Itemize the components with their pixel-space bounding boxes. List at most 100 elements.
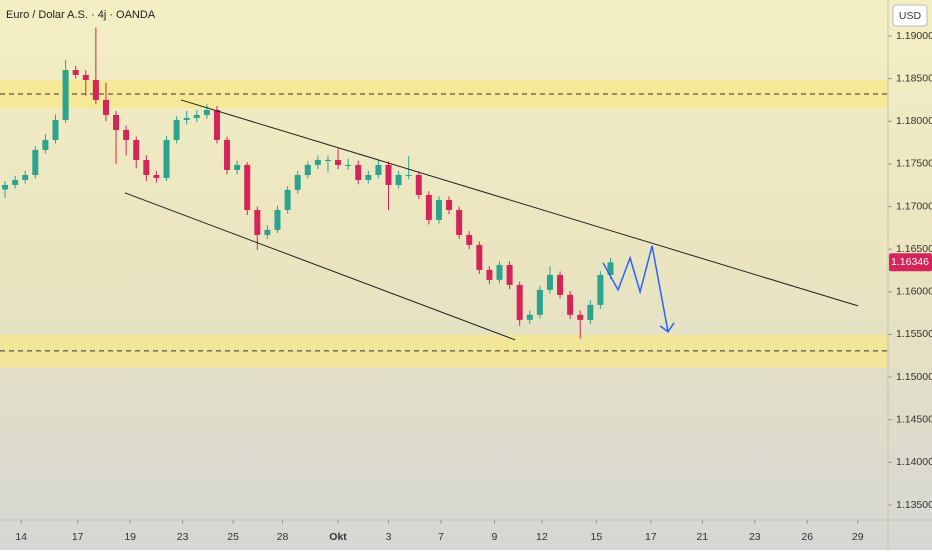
candle-body [213,110,220,140]
x-tick-label: 21 [696,531,708,543]
candle-body [22,174,29,180]
x-tick-label: 15 [591,531,603,543]
candle-body [324,159,331,161]
y-tick-label: 1.14500 [896,413,932,425]
candle-body [12,179,19,185]
candle-body [456,209,463,235]
y-tick-label: 1.17500 [896,158,932,170]
candle-body [476,244,483,270]
candle-body [92,79,99,100]
candle-body [32,149,39,175]
x-tick-label: 23 [177,531,189,543]
projection-path [602,245,669,332]
candle-body [183,117,190,120]
candle-body [466,234,473,245]
currency-box [892,4,928,27]
candle-body [415,174,422,195]
x-tick-label: 3 [386,531,392,543]
candle-body [62,70,69,120]
y-tick-label: 1.18000 [896,115,932,127]
x-tick-label: 26 [801,531,813,543]
candle-body [516,284,523,320]
candle-body [52,119,59,140]
candle-body [435,199,442,220]
candle-body [314,159,321,165]
candle-body [274,209,281,230]
x-tick-label: 19 [124,531,136,543]
y-tick-label: 1.16500 [896,243,932,255]
candle-body [557,274,564,295]
x-tick-label: 12 [536,531,548,543]
candle-body [82,74,89,80]
candle-body [264,229,271,235]
candle-body [234,164,241,170]
candle-body [254,209,261,235]
candle-body [506,264,513,285]
plot-area [0,27,888,368]
y-tick-label: 1.15000 [896,371,932,383]
x-tick-label: Okt [329,531,347,543]
currency-label: USD [899,10,922,22]
x-tick-label: 25 [227,531,239,543]
candle-body [597,274,604,305]
candle-body [284,189,291,210]
candle-body [587,304,594,320]
candle-body [355,164,362,180]
y-tick-label: 1.17000 [896,200,932,212]
x-tick-label: 17 [72,531,84,543]
candle-body [405,174,412,176]
candle-body [42,139,49,150]
candle-body [163,139,170,178]
candle-body [193,114,200,118]
candle-body [345,164,352,166]
candle-body [526,314,533,320]
last-price-label: 1.16346 [891,256,929,268]
candle-body [375,164,382,175]
x-tick-label: 17 [645,531,657,543]
trendline [124,192,516,341]
candle-body [446,199,453,210]
candle-body [385,164,392,185]
y-tick-label: 1.14000 [896,456,932,468]
candle-body [335,159,342,165]
candle-body [496,264,503,280]
candle-body [304,164,311,175]
candle-body [607,262,614,275]
chart-title: Euro / Dolar A.S. · 4j · OANDA [6,9,156,21]
candle-body [203,110,210,115]
candle-body [113,114,120,130]
candle-body [567,294,574,315]
candle-body [123,129,130,140]
candle-body [224,139,231,170]
candle-body [153,174,160,178]
trendline [180,99,859,307]
x-tick-label: 7 [438,531,444,543]
candle-body [72,70,79,75]
candle-body [2,184,9,190]
y-tick-label: 1.16000 [896,286,932,298]
candle-body [102,99,109,115]
candle-body [546,274,553,290]
candle-body [294,174,301,190]
candle-body [143,159,150,175]
candle-body [244,164,251,210]
candle-body [425,194,432,220]
x-tick-label: 14 [15,531,27,543]
candle-body [133,139,140,160]
last-price-badge [889,253,932,272]
x-tick-label: 9 [492,531,498,543]
candle-body [536,289,543,315]
projection-arrowhead [659,322,675,333]
candle-body [365,174,372,180]
y-tick-label: 1.19000 [896,30,932,42]
y-tick-label: 1.13500 [896,499,932,511]
x-tick-label: 28 [277,531,289,543]
y-tick-label: 1.18500 [896,72,932,84]
candle-body [395,174,402,185]
x-tick-label: 23 [749,531,761,543]
x-tick-label: 29 [852,531,864,543]
candle-body [173,119,180,140]
y-tick-label: 1.15500 [896,328,932,340]
